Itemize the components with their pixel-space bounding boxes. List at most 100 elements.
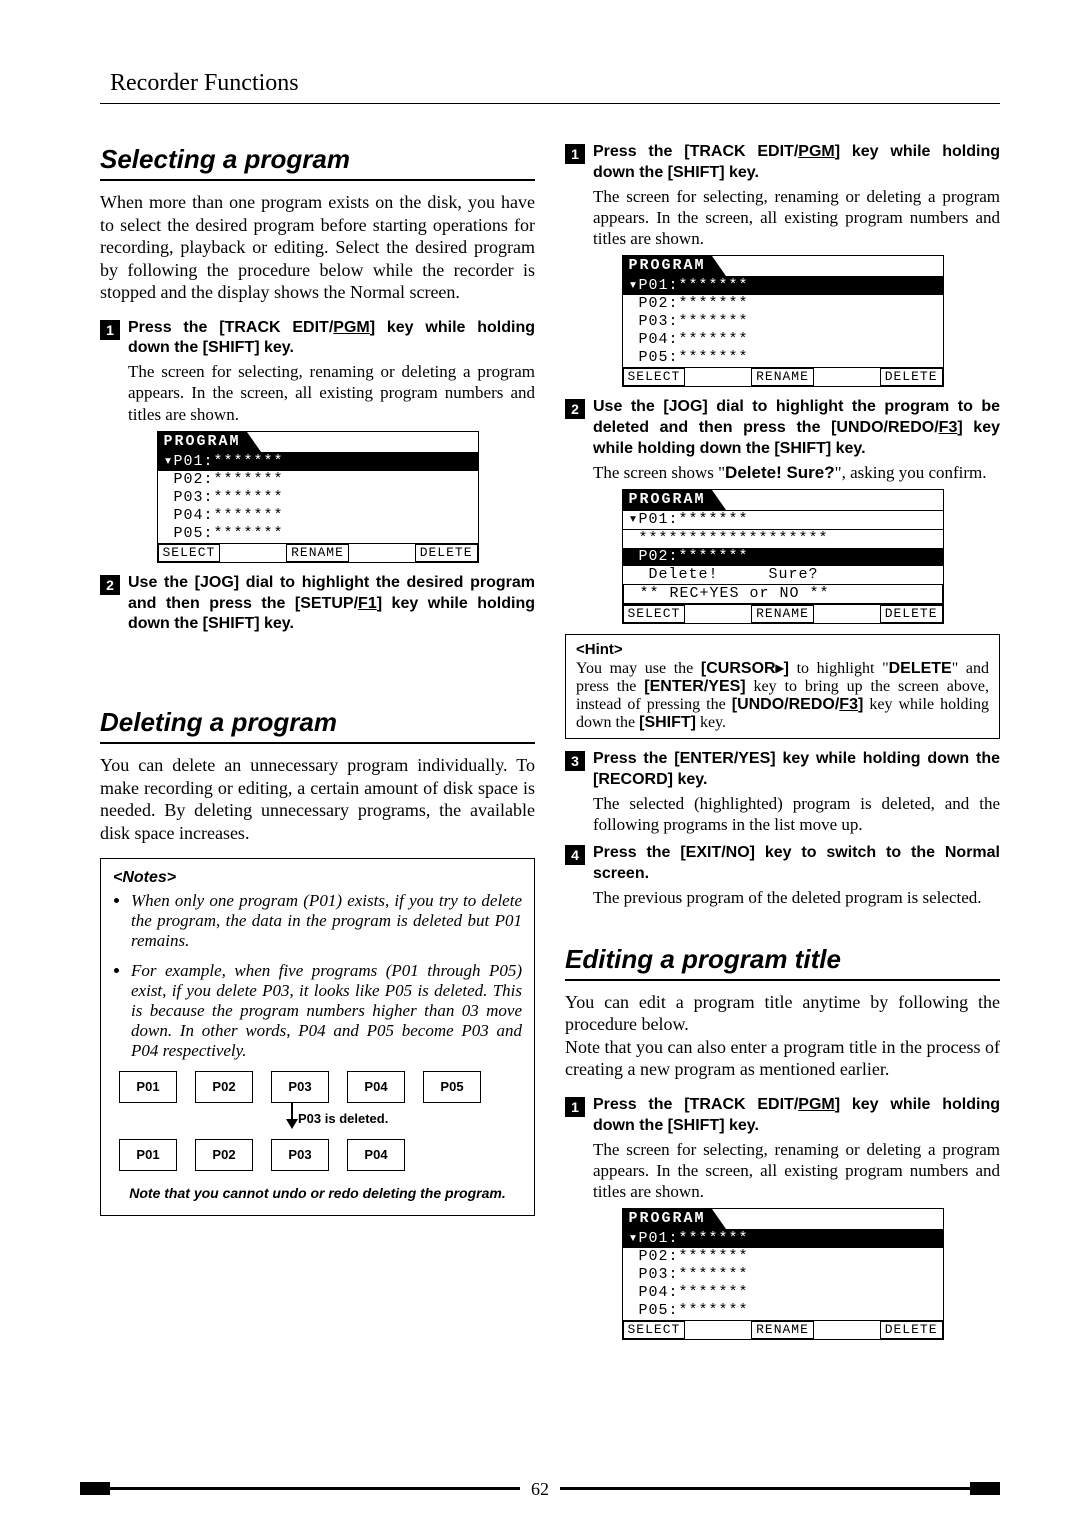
page-number: 62 [0,1479,1080,1500]
step-number: 1 [565,1097,585,1117]
hint-title: <Hint> [576,641,989,658]
delete-step-4: 4 Press the [EXIT/NO] key to switch to t… [565,843,1000,885]
lcd-select-button: SELECT [158,544,221,562]
step-title: Use the [JOG] dial to highlight the desi… [128,573,535,635]
lcd-row: ▾P01:******* [623,1230,943,1248]
step-title: Press the [EXIT/NO] key to switch to the… [593,843,1000,885]
section-title-select: Selecting a program [100,144,535,181]
lcd-row: P04:******* [623,1284,943,1302]
diagram-cell: P02 [195,1071,253,1103]
right-column: 1 Press the [TRACK EDIT/PGM] key while h… [565,134,1000,1350]
lcd-row: P04:******* [158,507,478,525]
lcd-delete-confirm: PROGRAM ▾P01:******* *******************… [622,489,944,624]
notes-box: <Notes> When only one program (P01) exis… [100,858,535,1216]
lcd-select-button: SELECT [623,368,686,386]
step-body: The selected (highlighted) program is de… [593,793,1000,836]
step-number: 1 [565,144,585,164]
step-title: Press the [TRACK EDIT/PGM] key while hol… [593,1095,1000,1137]
step-body: The screen shows "Delete! Sure?", asking… [593,462,1000,483]
lcd-select-button: SELECT [623,1321,686,1339]
lcd-row: Delete! Sure? [623,566,943,584]
lcd-row: ******************* [623,530,943,548]
header-title: Recorder Functions [100,70,299,96]
lcd-row: ▾P01:******* [623,511,943,530]
diagram-cell: P01 [119,1139,177,1171]
step-number: 2 [100,575,120,595]
delete-intro: You can delete an unnecessary program in… [100,754,535,844]
diagram-cell: P04 [347,1139,405,1171]
step-title: Press the [TRACK EDIT/PGM] key while hol… [593,142,1000,184]
step-number: 2 [565,399,585,419]
page: Recorder Functions Selecting a program W… [0,0,1080,1528]
edit-step-1: 1 Press the [TRACK EDIT/PGM] key while h… [565,1095,1000,1137]
diagram-cell: P02 [195,1139,253,1171]
step-body: The screen for selecting, renaming or de… [593,1139,1000,1203]
lcd-tab: PROGRAM [623,490,712,510]
lcd-program-list: PROGRAM ▾P01:******* P02:******* P03:***… [157,431,479,563]
delete-undo-note: Note that you cannot undo or redo deleti… [113,1185,522,1201]
lcd-select-button: SELECT [623,605,686,623]
lcd-delete-button: DELETE [880,368,943,386]
diagram-cell: P03 [271,1139,329,1171]
notes-title: <Notes> [113,869,522,887]
: P03 is deleted. [298,1111,388,1126]
lcd-row: P05:******* [623,1302,943,1320]
step-number: 3 [565,751,585,771]
diagram-cell: P01 [119,1071,177,1103]
lcd-delete-button: DELETE [880,1321,943,1339]
lcd-program-list: PROGRAM ▾P01:******* P02:******* P03:***… [622,1208,944,1340]
select-step-1: 1 Press the [TRACK EDIT/PGM] key while h… [100,318,535,360]
step-title: Press the [TRACK EDIT/PGM] key while hol… [128,318,535,360]
lcd-row: P03:******* [623,313,943,331]
lcd-delete-button: DELETE [880,605,943,623]
edit-intro: You can edit a program title anytime by … [565,991,1000,1081]
arrow-down-icon [291,1103,293,1127]
step-title: Press the [ENTER/YES] key while holding … [593,749,1000,791]
columns: Selecting a program When more than one p… [100,134,1000,1350]
lcd-tab: PROGRAM [158,432,247,452]
lcd-row: P03:******* [623,1266,943,1284]
select-step-2: 2 Use the [JOG] dial to highlight the de… [100,573,535,635]
lcd-row: P04:******* [623,331,943,349]
lcd-row: ▾P01:******* [158,453,478,471]
left-column: Selecting a program When more than one p… [100,134,535,1350]
note-item: When only one program (P01) exists, if y… [131,891,522,951]
step-body: The screen for selecting, renaming or de… [593,186,1000,250]
hint-box: <Hint> You may use the [CURSOR▸] to high… [565,634,1000,739]
delete-step-3: 3 Press the [ENTER/YES] key while holdin… [565,749,1000,791]
diagram-cell: P04 [347,1071,405,1103]
diagram-cell: P05 [423,1071,481,1103]
delete-step-1: 1 Press the [TRACK EDIT/PGM] key while h… [565,142,1000,184]
lcd-rename-button: RENAME [751,605,814,623]
lcd-row: P02:******* [158,471,478,489]
lcd-delete-button: DELETE [415,544,478,562]
step-body: The screen for selecting, renaming or de… [128,361,535,425]
lcd-row: ▾P01:******* [623,277,943,295]
step-title: Use the [JOG] dial to highlight the prog… [593,397,1000,459]
step-number: 1 [100,320,120,340]
step-number: 4 [565,845,585,865]
lcd-rename-button: RENAME [751,368,814,386]
lcd-row: P03:******* [158,489,478,507]
step-body: The previous program of the deleted prog… [593,887,1000,908]
lcd-row: P02:******* [623,295,943,313]
lcd-rename-button: RENAME [286,544,349,562]
lcd-row: ** REC+YES or NO ** [623,584,943,604]
select-intro: When more than one program exists on the… [100,191,535,304]
delete-diagram: P01 P02 P03 P04 P05 P03 is deleted. P01 … [113,1071,522,1171]
delete-step-2: 2 Use the [JOG] dial to highlight the pr… [565,397,1000,459]
section-title-edit: Editing a program title [565,944,1000,981]
header: Recorder Functions [100,70,1000,104]
lcd-row: P05:******* [623,349,943,367]
lcd-rename-button: RENAME [751,1321,814,1339]
lcd-tab: PROGRAM [623,256,712,276]
cursor-right-icon: ▸ [776,660,784,677]
diagram-cell: P03 [271,1071,329,1103]
lcd-tab: PROGRAM [623,1209,712,1229]
section-title-delete: Deleting a program [100,707,535,744]
lcd-row: P02:******* [623,548,943,566]
lcd-row: P02:******* [623,1248,943,1266]
lcd-row: P05:******* [158,525,478,543]
note-item: For example, when five programs (P01 thr… [131,961,522,1061]
lcd-program-list: PROGRAM ▾P01:******* P02:******* P03:***… [622,255,944,387]
